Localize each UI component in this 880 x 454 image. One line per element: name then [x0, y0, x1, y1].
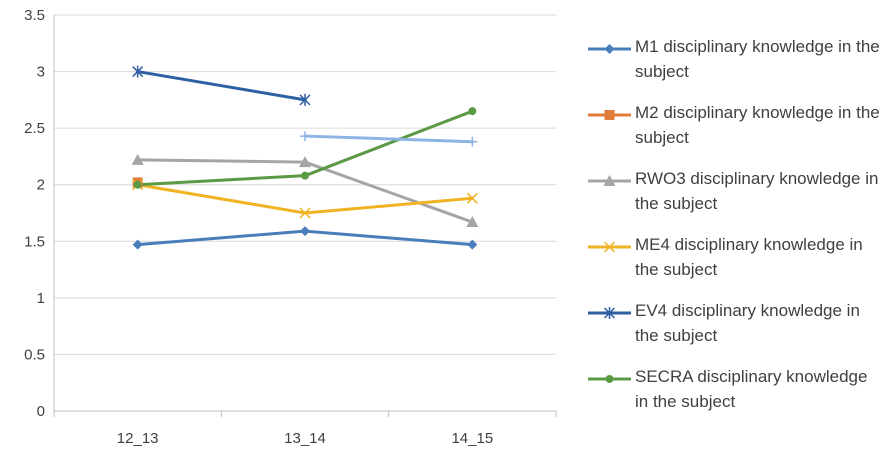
- legend-swatch-m1: [585, 40, 635, 58]
- y-tick-label: 2.5: [24, 120, 45, 137]
- legend-marker-m1: [605, 44, 615, 54]
- legend-marker-secra: [606, 375, 614, 383]
- legend-item-m2: M2 disciplinary knowledge in the subject: [585, 100, 880, 166]
- legend-swatch-me4: [585, 238, 635, 256]
- y-tick-label: 2: [37, 177, 45, 194]
- series-line-me4: [138, 185, 473, 213]
- legend-marker-m2: [605, 110, 615, 120]
- legend: M1 disciplinary knowledge in the subject…: [585, 34, 880, 430]
- legend-item-m1: M1 disciplinary knowledge in the subject: [585, 34, 880, 100]
- y-tick-label: 1: [37, 290, 45, 307]
- legend-item-secra: SECRA disciplinary knowledge in the subj…: [585, 364, 880, 430]
- series-line-series-7: [305, 136, 472, 142]
- legend-label: M2 disciplinary knowledge in the subject: [635, 100, 880, 150]
- y-tick-label: 3.5: [24, 7, 45, 24]
- y-axis-tick-labels: 0 0.5 1 1.5 2 2.5 3 3.5: [24, 7, 45, 420]
- x-axis-tick-labels: 12_13 13_14 14_15: [117, 430, 493, 447]
- legend-swatch-rwo3: [585, 172, 635, 190]
- legend-label: SECRA disciplinary knowledge in the subj…: [635, 364, 880, 414]
- x-tick-label: 14_15: [451, 430, 493, 447]
- data-point-m1: [300, 226, 310, 236]
- legend-swatch-ev4: [585, 304, 635, 322]
- y-tick-label: 0.5: [24, 346, 45, 363]
- data-point-secra: [468, 107, 476, 115]
- series-markers: [132, 66, 479, 250]
- legend-label: EV4 disciplinary knowledge in the subjec…: [635, 298, 880, 348]
- legend-label: ME4 disciplinary knowledge in the subjec…: [635, 232, 880, 282]
- data-point-secra: [301, 172, 309, 180]
- y-tick-label: 3: [37, 64, 45, 81]
- axes: [54, 15, 556, 417]
- legend-label: M1 disciplinary knowledge in the subject: [635, 34, 880, 84]
- legend-item-rwo3: RWO3 disciplinary knowledge in the subje…: [585, 166, 880, 232]
- y-tick-label: 1.5: [24, 233, 45, 250]
- legend-item-ev4: EV4 disciplinary knowledge in the subjec…: [585, 298, 880, 364]
- legend-label: RWO3 disciplinary knowledge in the subje…: [635, 166, 880, 216]
- y-tick-label: 0: [37, 403, 45, 420]
- legend-swatch-secra: [585, 370, 635, 388]
- data-point-series-7: [300, 131, 310, 141]
- legend-swatch-m2: [585, 106, 635, 124]
- x-tick-label: 13_14: [284, 430, 326, 447]
- x-tick-label: 12_13: [117, 430, 159, 447]
- legend-item-me4: ME4 disciplinary knowledge in the subjec…: [585, 232, 880, 298]
- data-point-series-7: [467, 137, 477, 147]
- series-line-ev4: [138, 72, 305, 100]
- data-point-secra: [134, 181, 142, 189]
